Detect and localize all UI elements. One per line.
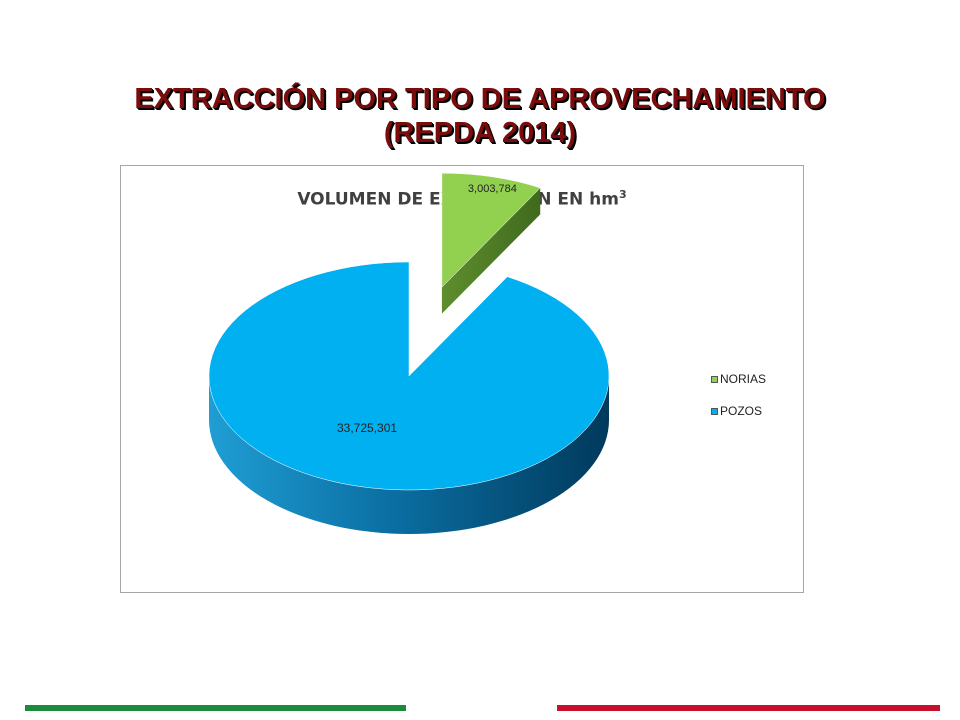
footer-bar-green	[25, 705, 406, 711]
legend-item-pozos: POZOS	[711, 404, 766, 418]
pie-wall-norias	[441, 187, 541, 314]
chart-title-superscript: 3	[619, 188, 627, 201]
data-label-norias: 3,003,784	[468, 183, 517, 195]
slide-title-line1: EXTRACCIÓN POR TIPO DE APROVECHAMIENTO	[134, 83, 826, 115]
pie-slice-pozos	[208, 261, 610, 491]
chart-legend: NORIAS POZOS	[711, 372, 766, 436]
pie-slice-norias	[441, 172, 541, 288]
chart-frame: VOLUMEN DE EXTRACCIÓN EN hm3 3,003,78433…	[120, 165, 804, 593]
legend-label-pozos: POZOS	[720, 404, 763, 418]
pie-chart: 3,003,784 33,725,301	[208, 172, 610, 534]
legend-item-norias: NORIAS	[711, 372, 766, 386]
slide-title: EXTRACCIÓN POR TIPO DE APROVECHAMIENTO (…	[0, 82, 960, 150]
footer-bar-red	[557, 705, 940, 711]
legend-swatch-norias	[711, 375, 718, 383]
pie-side-pozos	[209, 376, 609, 534]
slide-title-line2: (REPDA 2014)	[383, 117, 577, 149]
legend-label-norias: NORIAS	[720, 372, 767, 386]
data-label-pozos: 33,725,301	[337, 421, 397, 435]
legend-swatch-pozos	[711, 407, 718, 415]
